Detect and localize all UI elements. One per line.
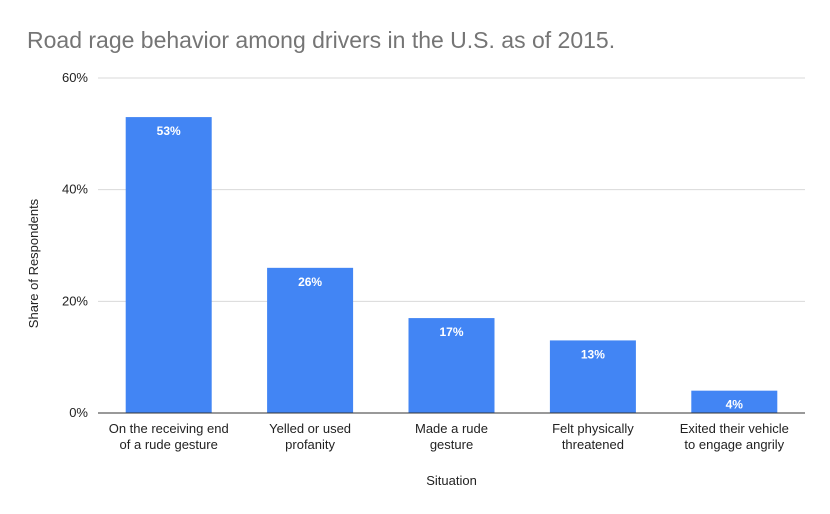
data-label: 53% (157, 124, 181, 138)
chart-title: Road rage behavior among drivers in the … (27, 27, 616, 53)
data-label: 17% (439, 325, 463, 339)
bar (125, 117, 212, 413)
y-tick-label: 60% (62, 70, 88, 85)
bar (691, 390, 778, 413)
data-labels: 53% 26% 17% 13% 4% (157, 124, 744, 412)
gridlines (98, 77, 805, 302)
x-tick-label: Yelled or used (269, 421, 351, 436)
x-tick-label: to engage angrily (684, 437, 784, 452)
x-tick-label: Exited their vehicle (680, 421, 789, 436)
data-label: 4% (726, 398, 744, 412)
x-tick-label: Felt physically (552, 421, 634, 436)
x-tick-label: profanity (285, 437, 335, 452)
x-tick-label: On the receiving end (109, 421, 229, 436)
data-label: 26% (298, 275, 322, 289)
bar (267, 267, 354, 413)
x-tick-label: gesture (430, 437, 473, 452)
x-tick-label: threatened (562, 437, 624, 452)
x-tick-label: of a rude gesture (120, 437, 218, 452)
y-axis-title: Share of Respondents (26, 198, 41, 328)
y-axis-ticks: 0% 20% 40% 60% (62, 70, 88, 420)
bar (408, 318, 495, 413)
y-tick-label: 20% (62, 293, 88, 308)
bar (549, 340, 636, 413)
y-tick-label: 0% (69, 405, 88, 420)
y-tick-label: 40% (62, 182, 88, 197)
x-tick-label: Made a rude (415, 421, 488, 436)
x-axis-title: Situation (426, 473, 477, 488)
bars (125, 117, 778, 413)
data-label: 13% (581, 347, 605, 361)
